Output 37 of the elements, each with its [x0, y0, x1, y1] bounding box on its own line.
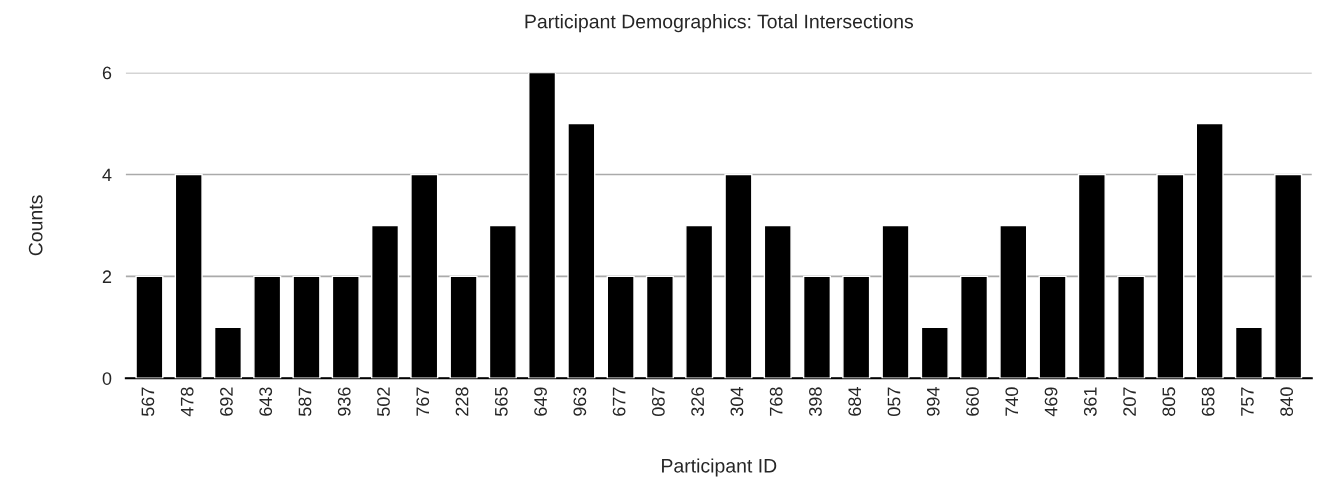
- x-tick-label: 587: [298, 387, 312, 416]
- x-tick-label: 767: [416, 387, 430, 416]
- x-tick-label: 304: [730, 387, 744, 417]
- x-tick-label: 740: [1005, 387, 1019, 416]
- x-tick-label: 057: [887, 387, 901, 416]
- chart-title: Participant Demographics: Total Intersections: [525, 14, 914, 33]
- x-tick-label: 649: [534, 387, 547, 416]
- y-tick-label: 0: [102, 372, 112, 385]
- y-axis-title: Counts: [28, 195, 43, 256]
- x-tick-label: 643: [259, 387, 273, 416]
- y-tick-label: 4: [102, 168, 112, 182]
- x-tick-label: 565: [494, 387, 508, 416]
- x-tick-label: 478: [180, 387, 194, 417]
- x-tick-label: 677: [612, 387, 626, 416]
- x-tick-label: 684: [848, 387, 862, 416]
- x-tick-label: 502: [377, 387, 390, 416]
- x-tick-label: 805: [1162, 387, 1176, 416]
- y-tick-label: 6: [102, 66, 112, 80]
- x-tick-label: 207: [1123, 387, 1136, 416]
- x-tick-label: 692: [220, 387, 233, 416]
- x-tick-label: 768: [769, 387, 783, 416]
- y-tick-label: 2: [102, 270, 112, 283]
- x-tick-label: 963: [573, 387, 587, 416]
- x-tick-label: 757: [1241, 387, 1254, 416]
- x-tick-label: 658: [1201, 387, 1215, 416]
- x-tick-label: 361: [1083, 387, 1097, 417]
- x-tick-label: 994: [926, 387, 940, 416]
- x-tick-label: 326: [691, 387, 705, 417]
- x-axis-title: Participant ID: [662, 458, 777, 477]
- x-tick-label: 660: [966, 387, 979, 416]
- x-tick-label: 469: [1044, 387, 1058, 417]
- x-tick-label: 087: [651, 387, 665, 416]
- x-tick-label: 228: [455, 387, 469, 416]
- x-tick-label: 567: [141, 387, 155, 416]
- x-tick-label: 936: [337, 387, 351, 416]
- x-tick-label: 840: [1280, 387, 1294, 416]
- x-tick-label: 398: [809, 387, 822, 417]
